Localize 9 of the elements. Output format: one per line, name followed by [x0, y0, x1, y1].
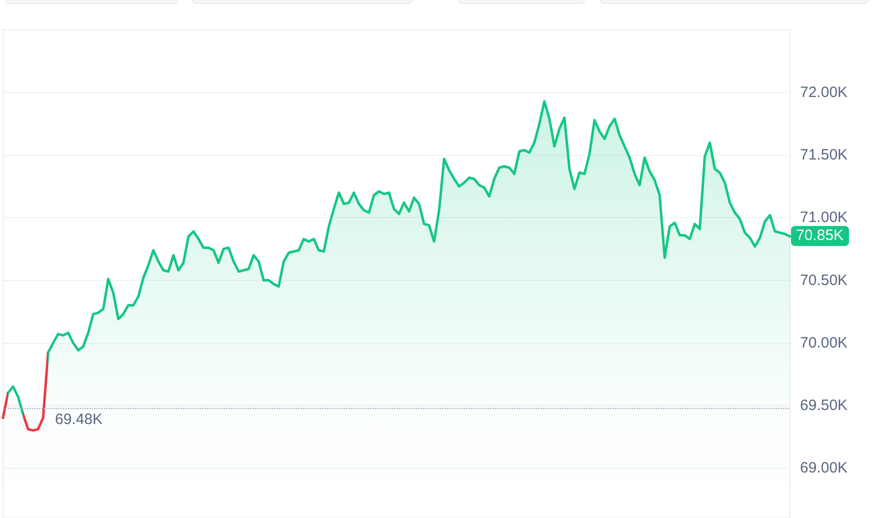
data-label: 70.85K: [791, 226, 849, 246]
y-tick-label: 69.50K: [800, 396, 848, 414]
y-tick-label: 70.50K: [800, 272, 848, 289]
ref-line-label: 69.48K: [55, 410, 103, 428]
y-tick-label: 71.00K: [800, 209, 848, 226]
y-tick-label: 72.00K: [800, 84, 848, 102]
y-tick-label: 69.00K: [800, 459, 848, 476]
y-tick-label: 71.50K: [800, 146, 848, 164]
y-tick-label: 70.00K: [800, 334, 848, 352]
